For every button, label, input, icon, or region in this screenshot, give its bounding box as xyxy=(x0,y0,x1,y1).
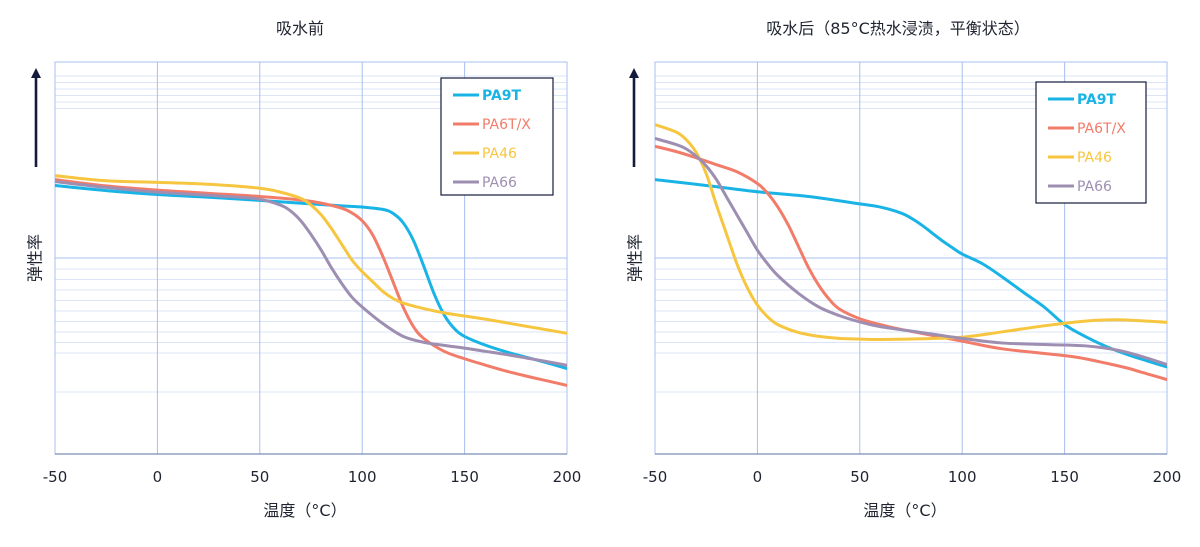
series-line-pa6t-x xyxy=(655,144,1167,382)
legend: PA9T PA6T/X PA46 PA66 xyxy=(1035,81,1147,204)
series-line-pa66 xyxy=(55,180,567,367)
legend-label: PA6T/X xyxy=(482,117,531,133)
chart-title: 吸水前 xyxy=(276,19,324,38)
x-tick-label: 100 xyxy=(948,468,977,486)
x-tick-label: 50 xyxy=(850,468,869,486)
legend-label: PA9T xyxy=(1077,92,1117,108)
x-tick-label: 150 xyxy=(450,468,479,486)
x-tick-label: 100 xyxy=(348,468,377,486)
y-axis-arrow-icon xyxy=(629,68,639,78)
series-line-pa9t xyxy=(655,178,1167,369)
legend-label: PA66 xyxy=(1077,179,1112,195)
series-line-pa66 xyxy=(655,136,1167,367)
chart-title: 吸水后（85°C热水浸渍，平衡状态） xyxy=(766,19,1030,38)
legend-label: PA6T/X xyxy=(1077,121,1126,137)
x-tick-label: -50 xyxy=(643,468,668,486)
series-line-pa46 xyxy=(655,123,1167,342)
series-line-pa46 xyxy=(55,174,567,335)
x-tick-label: 50 xyxy=(250,468,269,486)
legend-label: PA9T xyxy=(482,88,522,104)
y-axis-arrow-icon xyxy=(31,68,41,78)
legend-label: PA46 xyxy=(482,146,517,162)
legend-box xyxy=(440,77,554,196)
series-group xyxy=(655,123,1167,382)
x-tick-label: 200 xyxy=(1153,468,1182,486)
chart-panel-2: -50 0 50 100 150 200 吸水后（85°C热水浸渍，平衡状态） 温度（°C） 弹… xyxy=(626,19,1182,520)
x-tick-label: 0 xyxy=(153,468,163,486)
legend-box xyxy=(1035,81,1147,204)
series-group xyxy=(55,174,567,387)
x-axis-label: 温度（°C） xyxy=(863,501,946,520)
legend-label: PA66 xyxy=(482,175,517,191)
legend: PA9T PA6T/X PA46 PA66 xyxy=(440,77,554,196)
series-line-pa9t xyxy=(55,183,567,371)
series-line-pa6t-x xyxy=(55,178,567,387)
x-tick-label: -50 xyxy=(43,468,68,486)
y-axis-label: 弹性率 xyxy=(626,234,645,282)
legend-label: PA46 xyxy=(1077,150,1112,166)
x-tick-label: 200 xyxy=(553,468,582,486)
x-axis-label: 温度（°C） xyxy=(263,501,346,520)
y-axis-label: 弹性率 xyxy=(26,234,45,282)
x-tick-label: 150 xyxy=(1050,468,1079,486)
x-tick-label: 0 xyxy=(753,468,763,486)
